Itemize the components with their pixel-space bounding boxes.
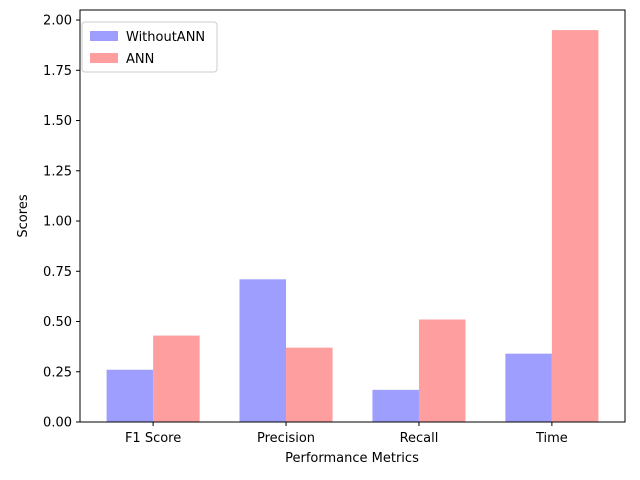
y-tick-label: 1.00	[43, 215, 72, 230]
x-tick-label: F1 Score	[125, 431, 181, 446]
x-axis-label: Performance Metrics	[285, 451, 419, 466]
y-tick-label: 0.25	[43, 365, 72, 380]
y-axis: 0.00 0.25 0.50 0.75 1.00 1.25 1.50 1.75 2.00	[43, 14, 80, 431]
bars-layer	[106, 30, 599, 422]
y-tick-label: 2.00	[43, 14, 72, 29]
y-tick-label: 1.50	[43, 114, 72, 129]
legend-swatch-withoutann	[90, 31, 118, 41]
legend: WithoutANN ANN	[81, 21, 218, 73]
x-tick-label: Recall	[400, 431, 439, 446]
bar-withoutann-recall	[372, 389, 419, 422]
x-tick-label: Precision	[257, 431, 315, 446]
legend-swatch-ann	[90, 53, 118, 63]
bar-ann-time	[551, 30, 599, 422]
bar-withoutann-time	[505, 353, 552, 422]
y-tick-label: 0.75	[43, 265, 72, 280]
bar-ann-f1-score	[153, 335, 200, 422]
bar-withoutann-precision	[239, 279, 287, 422]
y-tick-label: 1.25	[43, 164, 72, 179]
legend-label-withoutann: WithoutANN	[126, 30, 205, 45]
plot-area-frame	[79, 9, 626, 423]
bar-ann-precision	[286, 347, 333, 422]
y-tick-label: 1.75	[43, 64, 72, 79]
x-tick-label: Time	[535, 431, 568, 446]
y-tick-label: 0.00	[43, 416, 72, 431]
x-axis: F1 Score Precision Recall Time	[125, 422, 568, 446]
y-axis-label: Scores	[16, 194, 31, 237]
bar-ann-recall	[418, 319, 466, 422]
bar-withoutann-f1-score	[106, 369, 154, 422]
y-tick-label: 0.50	[43, 315, 72, 330]
legend-label-ann: ANN	[126, 52, 154, 67]
